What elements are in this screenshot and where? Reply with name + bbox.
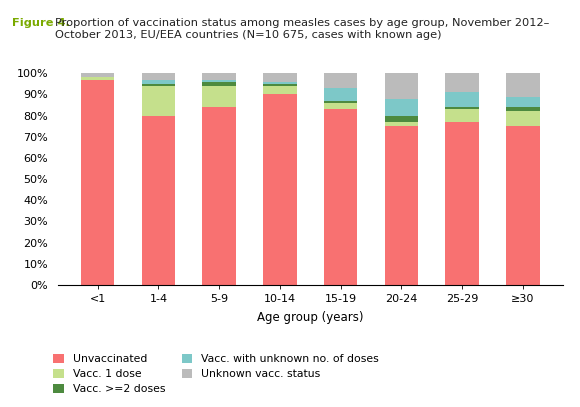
Bar	[202, 86, 236, 107]
Bar	[202, 80, 236, 82]
Legend: Unvaccinated, Vacc. 1 dose, Vacc. >=2 doses, Vacc. with unknown no. of doses, Un: Unvaccinated, Vacc. 1 dose, Vacc. >=2 do…	[53, 354, 379, 394]
Bar	[445, 107, 479, 109]
Bar	[324, 88, 357, 101]
Bar	[385, 122, 418, 126]
Bar	[263, 94, 296, 285]
Bar	[385, 98, 418, 116]
Bar	[202, 82, 236, 86]
Bar	[385, 116, 418, 122]
Bar	[324, 103, 357, 109]
Bar	[445, 122, 479, 285]
Bar	[324, 73, 357, 88]
Bar	[81, 77, 114, 80]
Bar	[142, 73, 175, 80]
Bar	[506, 73, 539, 96]
Bar	[142, 80, 175, 84]
Bar	[506, 107, 539, 112]
X-axis label: Age group (years): Age group (years)	[257, 311, 364, 324]
Bar	[142, 116, 175, 285]
Bar	[81, 73, 114, 77]
Bar	[445, 92, 479, 107]
Bar	[445, 109, 479, 122]
Bar	[324, 109, 357, 285]
Text: Figure 4.: Figure 4.	[12, 18, 70, 28]
Bar	[202, 73, 236, 80]
Bar	[506, 96, 539, 107]
Bar	[263, 86, 296, 94]
Bar	[263, 73, 296, 82]
Bar	[202, 107, 236, 285]
Bar	[506, 112, 539, 126]
Bar	[385, 73, 418, 98]
Bar	[81, 80, 114, 285]
Bar	[263, 84, 296, 86]
Bar	[142, 86, 175, 116]
Bar	[506, 126, 539, 285]
Bar	[142, 84, 175, 86]
Bar	[324, 101, 357, 103]
Bar	[445, 73, 479, 92]
Bar	[263, 82, 296, 84]
Text: Proportion of vaccination status among measles cases by age group, November 2012: Proportion of vaccination status among m…	[55, 18, 549, 40]
Bar	[385, 126, 418, 285]
